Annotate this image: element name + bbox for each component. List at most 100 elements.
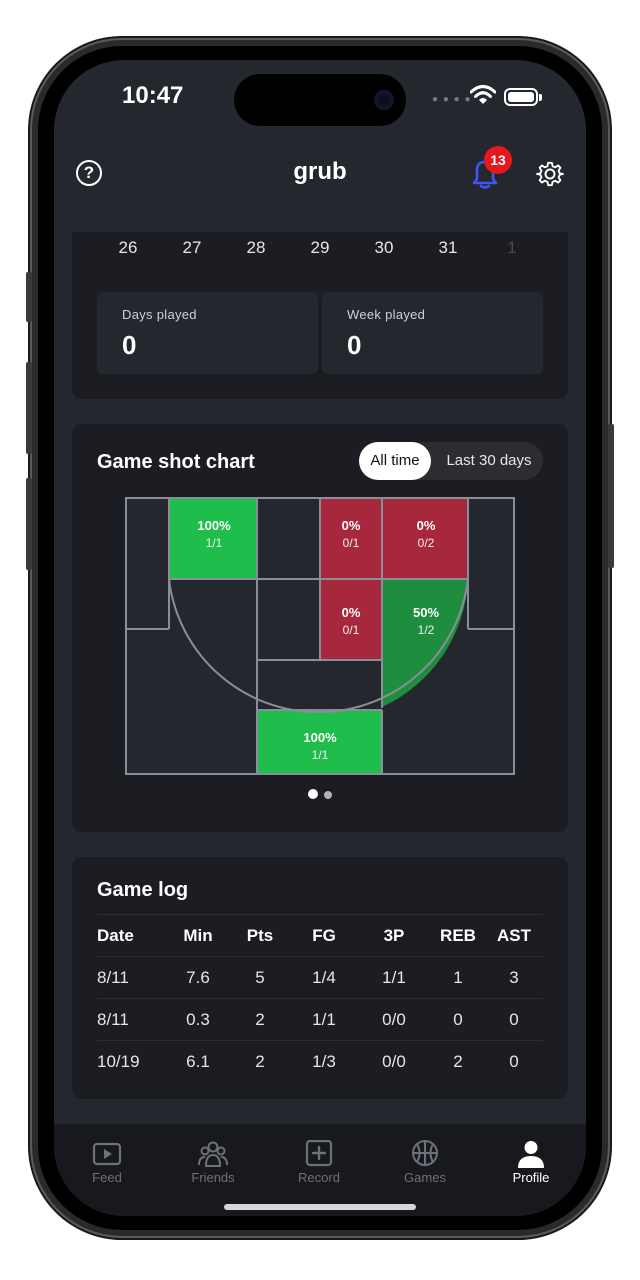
signal-dots-icon: ● ● ● ● xyxy=(432,94,472,105)
cell-ast: 0 xyxy=(485,998,543,1041)
cell-date: 8/11 xyxy=(97,998,167,1041)
profile-scroll-content[interactable]: 26 27 28 29 30 31 1 Days played 0 Week p… xyxy=(54,232,586,1124)
tab-friends[interactable]: Friends xyxy=(160,1124,266,1194)
action-button xyxy=(26,272,32,322)
calendar-day[interactable]: 28 xyxy=(246,238,266,257)
zone-label: 50% 1/2 xyxy=(381,605,471,637)
column-header: Date xyxy=(97,914,167,957)
tab-record[interactable]: Record xyxy=(266,1124,372,1194)
page-dot-active[interactable] xyxy=(308,789,318,799)
zone-made-attempted: 0/1 xyxy=(342,623,360,637)
column-header: Pts xyxy=(229,914,291,957)
tab-label: Feed xyxy=(92,1170,122,1185)
time-range-toggle: All time Last 30 days xyxy=(359,442,543,480)
cell-3p: 0/0 xyxy=(357,1040,431,1083)
tab-games[interactable]: Games xyxy=(372,1124,478,1194)
cell-ast: 3 xyxy=(485,956,543,999)
calendar-day[interactable]: 29 xyxy=(310,238,330,257)
cell-min: 6.1 xyxy=(167,1040,229,1083)
cell-3p: 1/1 xyxy=(357,956,431,999)
zone-right-wing[interactable] xyxy=(382,498,468,579)
wifi-icon xyxy=(470,85,496,104)
status-time: 10:47 xyxy=(122,82,184,109)
help-icon[interactable]: ? xyxy=(76,160,102,186)
person-icon xyxy=(518,1141,544,1168)
tab-label: Friends xyxy=(191,1170,235,1185)
table-row[interactable]: 10/19 6.1 2 1/3 0/0 2 0 xyxy=(97,1040,543,1083)
game-log-table: Date Min Pts FG 3P REB AST 8/11 7.6 5 1/ xyxy=(97,914,543,1083)
tab-label: Games xyxy=(404,1170,446,1185)
zone-label: 100% 1/1 xyxy=(169,518,259,550)
stat-label: Week played xyxy=(347,307,426,322)
table-row[interactable]: 8/11 0.3 2 1/1 0/0 0 0 xyxy=(97,998,543,1041)
power-button xyxy=(608,424,614,568)
cell-pts: 2 xyxy=(229,998,291,1041)
zone-percentage: 0% xyxy=(416,518,436,533)
cell-fg: 1/4 xyxy=(291,956,357,999)
stat-label: Days played xyxy=(122,307,197,322)
people-icon xyxy=(198,1141,228,1167)
zone-percentage: 100% xyxy=(303,730,337,745)
calendar-day[interactable]: 27 xyxy=(182,238,202,257)
cell-reb: 0 xyxy=(431,998,485,1041)
cell-date: 10/19 xyxy=(97,1040,167,1083)
tab-profile[interactable]: Profile xyxy=(478,1124,584,1194)
cell-reb: 1 xyxy=(431,956,485,999)
stat-value: 0 xyxy=(347,330,362,360)
zone-percentage: 100% xyxy=(197,518,231,533)
zone-mid-right-key[interactable] xyxy=(320,579,382,660)
tab-label: Profile xyxy=(512,1170,550,1185)
page-dot[interactable] xyxy=(324,791,332,799)
zone-under-basket[interactable] xyxy=(257,710,382,774)
game-log-title: Game log xyxy=(97,879,189,901)
column-header: AST xyxy=(485,914,543,957)
zone-top-left-key[interactable] xyxy=(320,498,382,579)
page-indicator xyxy=(72,786,568,804)
tab-feed[interactable]: Feed xyxy=(54,1124,160,1194)
zone-made-attempted: 1/1 xyxy=(205,536,223,550)
volume-up-button xyxy=(26,362,32,454)
zone-made-attempted: 0/2 xyxy=(417,536,435,550)
zone-made-attempted: 1/2 xyxy=(417,623,435,637)
column-header: REB xyxy=(431,914,485,957)
app-screen: 10:47 ● ● ● ● ? grub 13 26 27 28 29 30 3… xyxy=(54,60,586,1216)
calendar-day[interactable]: 26 xyxy=(118,238,138,257)
zone-label: 0% 0/1 xyxy=(306,518,396,550)
filter-last-30-days[interactable]: Last 30 days xyxy=(446,452,532,469)
cell-pts: 5 xyxy=(229,956,291,999)
zone-label: 100% 1/1 xyxy=(275,730,365,762)
play-icon xyxy=(92,1142,122,1166)
table-header-row: Date Min Pts FG 3P REB AST xyxy=(97,914,543,957)
shot-chart-title: Game shot chart xyxy=(97,451,255,473)
cell-pts: 2 xyxy=(229,1040,291,1083)
calendar-row: 26 27 28 29 30 31 1 xyxy=(72,238,568,262)
shot-chart-court xyxy=(125,497,515,775)
tab-label: Record xyxy=(298,1170,340,1185)
zone-right-elbow[interactable] xyxy=(382,579,468,707)
calendar-day[interactable]: 31 xyxy=(438,238,458,257)
table-row[interactable]: 8/11 7.6 5 1/4 1/1 1 3 xyxy=(97,956,543,999)
tab-bar: Feed Friends Record xyxy=(54,1124,586,1216)
home-indicator[interactable] xyxy=(224,1204,416,1210)
cell-fg: 1/3 xyxy=(291,1040,357,1083)
zone-percentage: 0% xyxy=(341,518,361,533)
page-title: grub xyxy=(293,158,347,185)
column-header: Min xyxy=(167,914,229,957)
calendar-day[interactable]: 30 xyxy=(374,238,394,257)
shot-chart-card: Game shot chart All time Last 30 days xyxy=(72,424,568,832)
cell-date: 8/11 xyxy=(97,956,167,999)
game-log-card: Game log Date Min Pts FG 3P REB AST 8 xyxy=(72,857,568,1099)
zone-made-attempted: 1/1 xyxy=(311,748,329,762)
filter-all-time[interactable]: All time xyxy=(359,442,431,480)
activity-card: 26 27 28 29 30 31 1 Days played 0 Week p… xyxy=(72,232,568,399)
zone-left-wing[interactable] xyxy=(169,498,257,579)
stat-value: 0 xyxy=(122,330,137,360)
column-header: 3P xyxy=(357,914,431,957)
cell-3p: 0/0 xyxy=(357,998,431,1041)
calendar-day-next-month[interactable]: 1 xyxy=(507,238,517,257)
volume-down-button xyxy=(26,478,32,570)
zone-made-attempted: 0/1 xyxy=(342,536,360,550)
gear-icon[interactable] xyxy=(536,160,564,188)
week-played-stat: Week played 0 xyxy=(322,292,543,374)
cell-ast: 0 xyxy=(485,1040,543,1083)
